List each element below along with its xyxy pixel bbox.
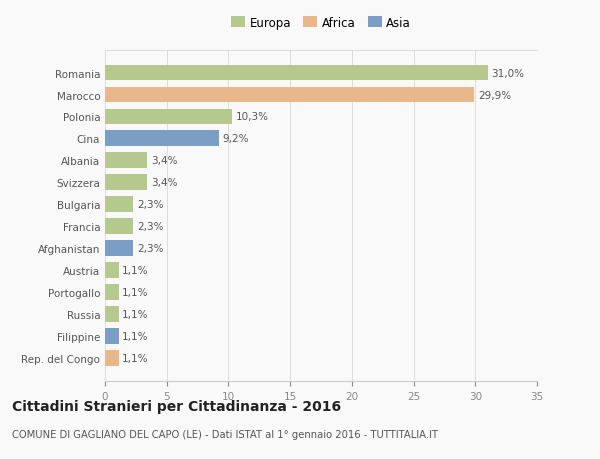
Bar	[105, 66, 488, 81]
Text: COMUNE DI GAGLIANO DEL CAPO (LE) - Dati ISTAT al 1° gennaio 2016 - TUTTITALIA.IT: COMUNE DI GAGLIANO DEL CAPO (LE) - Dati …	[12, 429, 438, 439]
Bar	[105, 285, 119, 300]
Bar	[105, 109, 232, 125]
Bar	[105, 350, 119, 366]
Bar	[105, 263, 119, 278]
Text: 1,1%: 1,1%	[122, 287, 149, 297]
Bar	[105, 197, 133, 213]
Bar	[105, 241, 133, 257]
Text: 29,9%: 29,9%	[478, 90, 511, 100]
Text: 3,4%: 3,4%	[151, 178, 177, 188]
Text: 1,1%: 1,1%	[122, 265, 149, 275]
Bar	[105, 175, 147, 191]
Text: Cittadini Stranieri per Cittadinanza - 2016: Cittadini Stranieri per Cittadinanza - 2…	[12, 399, 341, 413]
Text: 1,1%: 1,1%	[122, 353, 149, 363]
Text: 2,3%: 2,3%	[137, 222, 164, 232]
Text: 2,3%: 2,3%	[137, 244, 164, 253]
Text: 1,1%: 1,1%	[122, 309, 149, 319]
Text: 10,3%: 10,3%	[236, 112, 269, 122]
Bar	[105, 131, 218, 147]
Bar	[105, 328, 119, 344]
Text: 31,0%: 31,0%	[491, 68, 524, 78]
Text: 1,1%: 1,1%	[122, 331, 149, 341]
Text: 3,4%: 3,4%	[151, 156, 177, 166]
Text: 9,2%: 9,2%	[222, 134, 249, 144]
Bar	[105, 307, 119, 322]
Bar	[105, 87, 474, 103]
Text: 2,3%: 2,3%	[137, 200, 164, 210]
Bar	[105, 153, 147, 169]
Legend: Europa, Africa, Asia: Europa, Africa, Asia	[226, 12, 416, 34]
Bar	[105, 219, 133, 235]
